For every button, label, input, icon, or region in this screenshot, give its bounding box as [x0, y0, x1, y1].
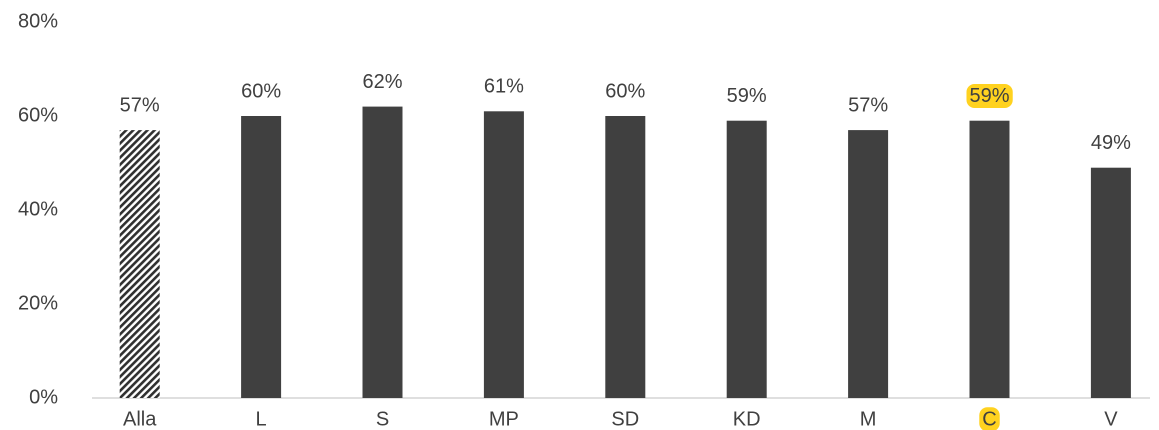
y-tick-label: 0%: [29, 386, 58, 408]
bar: [726, 120, 767, 398]
x-tick-label: S: [376, 408, 389, 430]
value-label: 59%: [969, 85, 1009, 107]
y-tick-label: 60%: [18, 104, 58, 126]
bar: [119, 130, 160, 398]
x-tick-label: L: [256, 408, 267, 430]
x-tick-label: SD: [611, 408, 639, 430]
value-label: 60%: [605, 80, 645, 102]
x-tick-label: MP: [489, 408, 519, 430]
x-tick-label: C: [982, 408, 996, 430]
y-tick-label: 80%: [18, 10, 58, 32]
y-tick-label: 20%: [18, 292, 58, 314]
bar: [605, 116, 646, 398]
x-tick-label: M: [860, 408, 877, 430]
y-tick-label: 40%: [18, 198, 58, 220]
bar: [969, 120, 1010, 398]
value-label: 61%: [484, 76, 524, 98]
highlight: [966, 83, 1013, 108]
bar: [241, 116, 282, 398]
x-tick-label: KD: [733, 408, 761, 430]
value-label: 60%: [241, 80, 281, 102]
bar: [362, 106, 403, 398]
bar: [1090, 167, 1131, 398]
x-tick-label: Alla: [123, 408, 157, 430]
bar: [848, 130, 889, 398]
x-tick-label: V: [1104, 408, 1118, 430]
bar: [483, 111, 524, 399]
value-label: 62%: [362, 71, 402, 93]
value-label: 57%: [848, 94, 888, 116]
value-label: 59%: [727, 85, 767, 107]
value-label: 49%: [1091, 132, 1131, 154]
value-label: 57%: [120, 94, 160, 116]
highlight: [979, 407, 1000, 430]
